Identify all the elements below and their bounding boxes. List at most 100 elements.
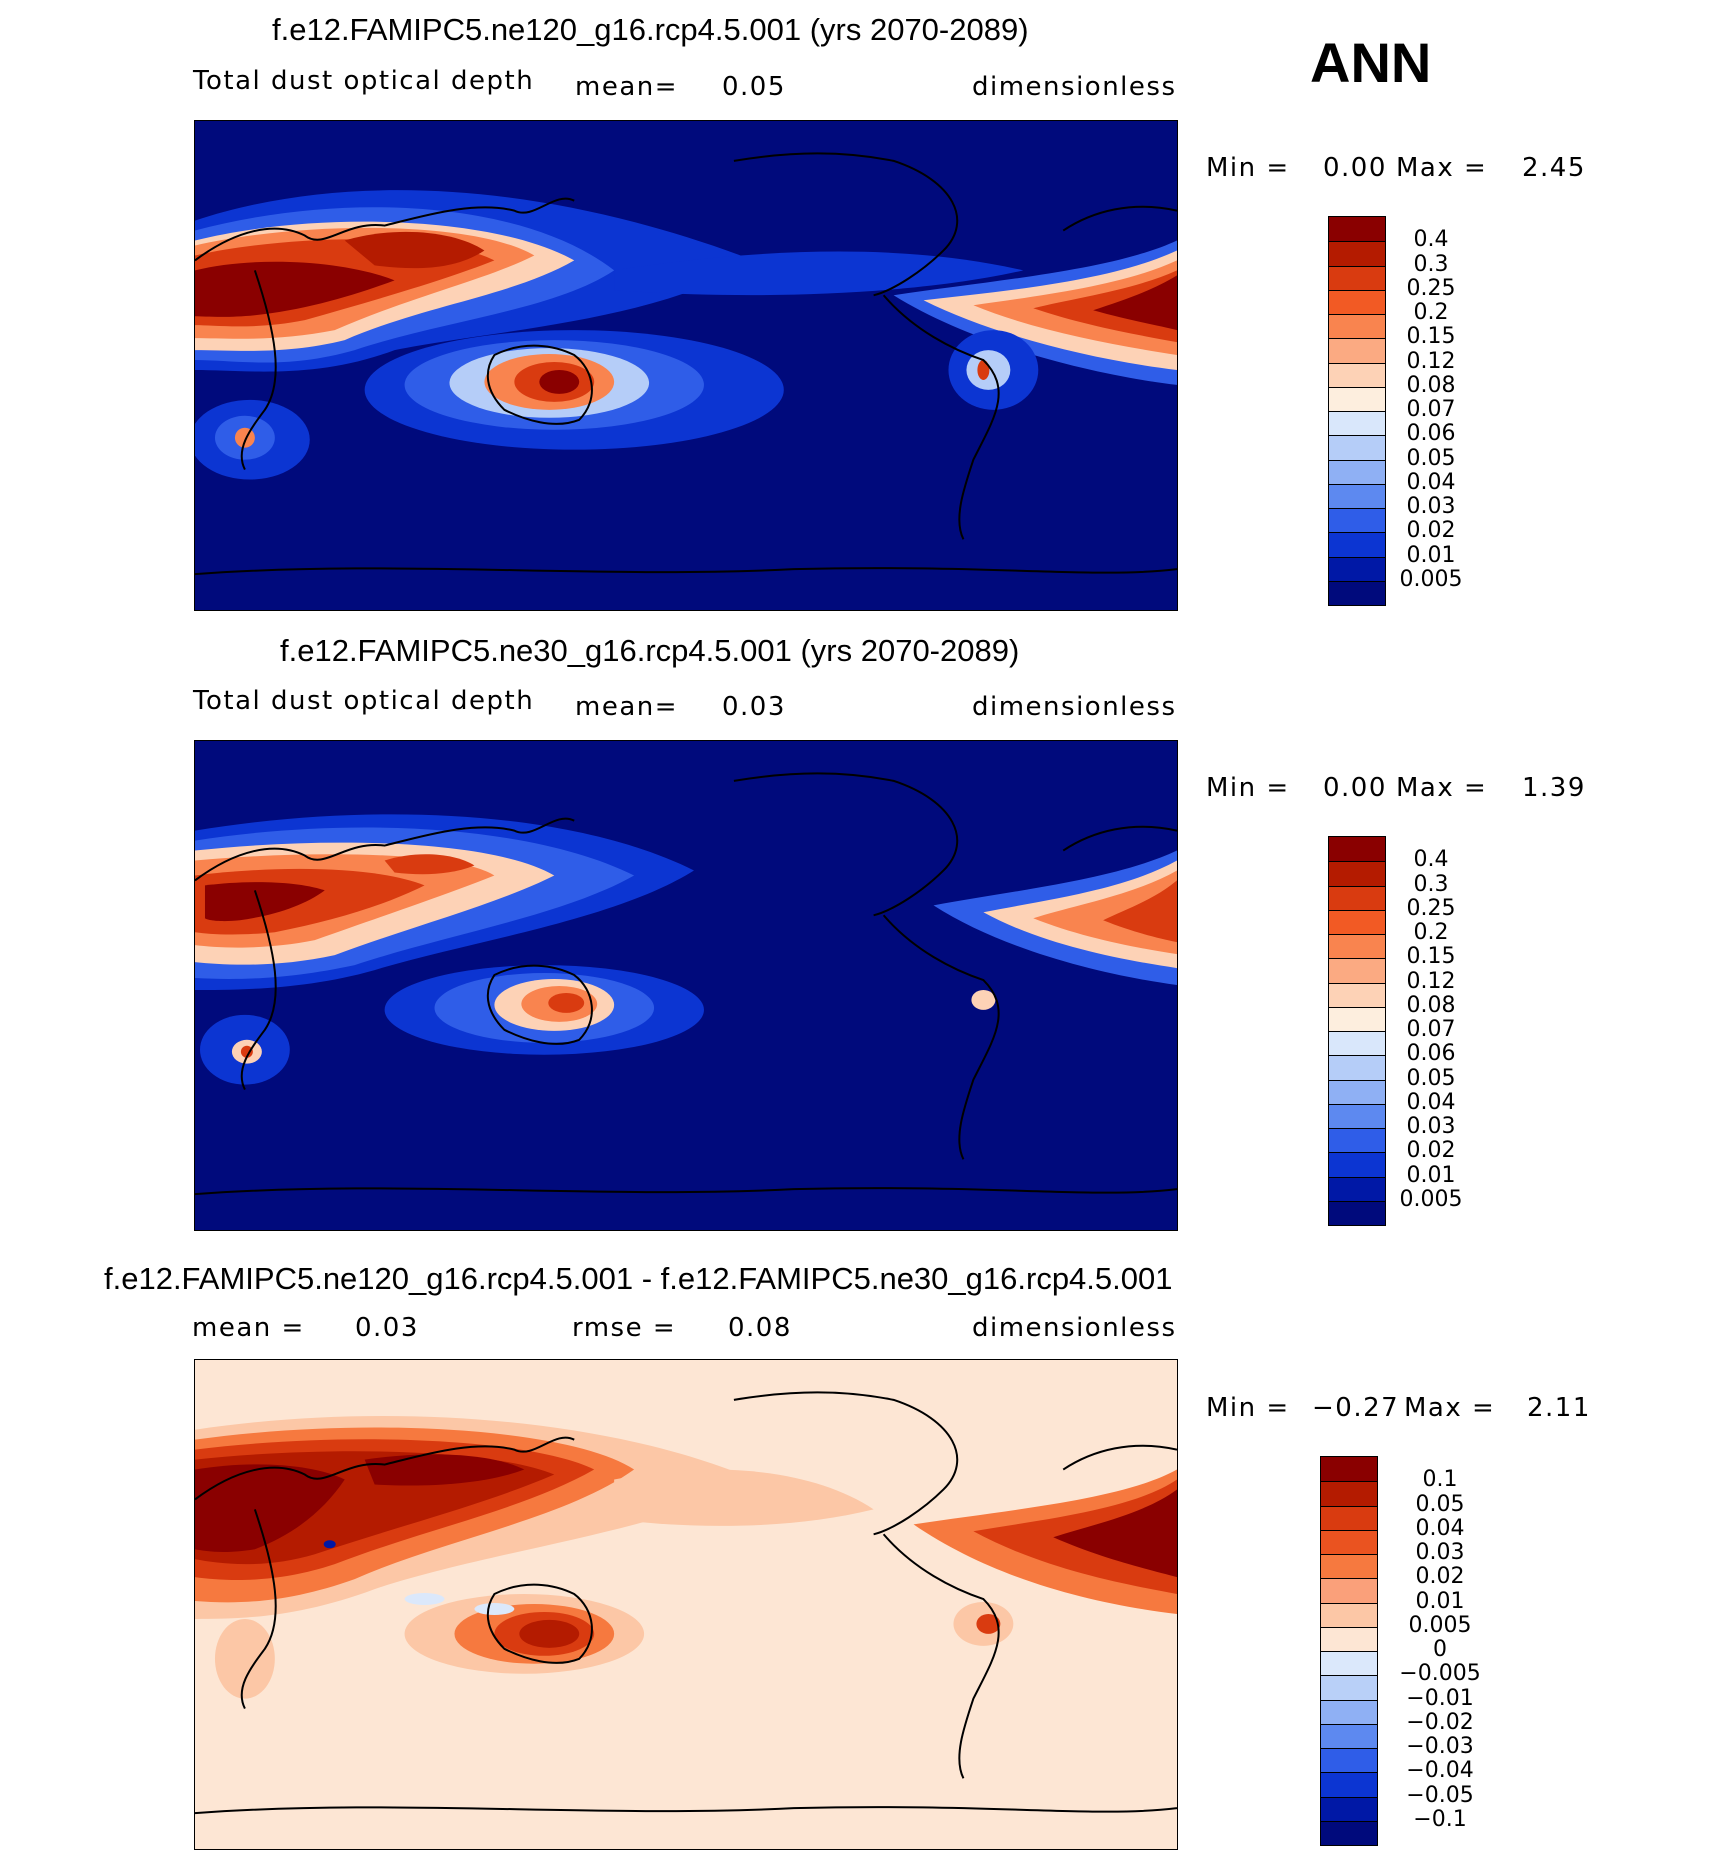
panel1-mean-value: 0.05 bbox=[722, 72, 786, 102]
panel2-colorbar-tick-label: 0.12 bbox=[1406, 968, 1456, 994]
panel3-colorbar-swatch bbox=[1321, 1481, 1377, 1506]
panel2-title: f.e12.FAMIPC5.ne30_g16.rcp4.5.001 (yrs 2… bbox=[280, 633, 1020, 668]
panel3-colorbar-tick-label: 0.04 bbox=[1415, 1515, 1465, 1541]
panel2-mean-label: mean= bbox=[575, 692, 679, 722]
panel1-colorbar-tick-label: 0.2 bbox=[1413, 300, 1449, 325]
panel2-colorbar-swatch bbox=[1329, 1152, 1385, 1177]
panel3-colorbar-swatch bbox=[1321, 1554, 1377, 1579]
panel3-colorbar-swatch bbox=[1321, 1820, 1377, 1845]
panel2-colorbar-swatch bbox=[1329, 1200, 1385, 1225]
panel1-units: dimensionless bbox=[972, 72, 1177, 102]
panel3-colorbar-labels: 0.1 0.05 0.04 0.03 0.02 0.01 0.005 0 −0.005 −0.01… bbox=[1395, 1456, 1495, 1844]
panel2-colorbar-tick-label: 0.07 bbox=[1406, 1017, 1456, 1042]
panel3-colorbar-tick-label: −0.1 bbox=[1413, 1806, 1467, 1832]
panel3-max-value: 2.11 bbox=[1527, 1393, 1591, 1423]
panel1-colorbar-swatch bbox=[1329, 580, 1385, 605]
panel3-colorbar-tick-label: −0.02 bbox=[1406, 1709, 1474, 1735]
panel2-colorbar-swatch bbox=[1329, 1031, 1385, 1056]
panel3-colorbar-swatch bbox=[1321, 1529, 1377, 1554]
panel3-colorbar-tick-label: 0 bbox=[1433, 1637, 1447, 1662]
panel1-max-label: Max = bbox=[1396, 153, 1488, 183]
panel1-colorbar-tick-label: 0.4 bbox=[1413, 227, 1449, 253]
panel3-map-svg bbox=[195, 1360, 1177, 1849]
panel1-colorbar-swatch bbox=[1329, 386, 1385, 411]
panel3-colorbar-tick-label: −0.005 bbox=[1399, 1661, 1481, 1687]
panel1-variable: Total dust optical depth bbox=[193, 66, 535, 96]
panel1-colorbar-tick-label: 0.25 bbox=[1406, 275, 1456, 301]
panel1-colorbar-labels: 0.4 0.3 0.25 0.2 0.15 0.12 0.08 0.07 0.06 0.05 0.0… bbox=[1386, 216, 1486, 604]
panel2-colorbar-tick-label: 0.005 bbox=[1399, 1186, 1463, 1212]
panel2-colorbar-tick-label: 0.3 bbox=[1413, 871, 1449, 897]
panel3-colorbar-tick-label: 0.03 bbox=[1415, 1540, 1465, 1565]
panel2-colorbar-swatch bbox=[1329, 1006, 1385, 1031]
panel3-colorbar-swatch bbox=[1321, 1675, 1377, 1700]
panel3-colorbar-swatch bbox=[1321, 1796, 1377, 1821]
panel1-title: f.e12.FAMIPC5.ne120_g16.rcp4.5.001 (yrs … bbox=[272, 12, 1029, 47]
panel1-min-value: 0.00 bbox=[1323, 153, 1387, 183]
panel1-colorbar-tick-label: 0.02 bbox=[1406, 518, 1456, 544]
panel3-colorbar-tick-label: 0.1 bbox=[1422, 1467, 1458, 1493]
panel3-rmse-value: 0.08 bbox=[728, 1313, 792, 1343]
panel2-colorbar-tick-label: 0.05 bbox=[1406, 1065, 1456, 1091]
panel1-colorbar-tick-label: 0.03 bbox=[1406, 494, 1456, 519]
panel3-colorbar-tick-label: 0.02 bbox=[1415, 1564, 1465, 1590]
panel1-colorbar-swatch bbox=[1329, 241, 1385, 266]
panel3-min-label: Min = bbox=[1206, 1393, 1290, 1423]
panel2-colorbar-swatch bbox=[1329, 958, 1385, 983]
panel2-colorbar-swatch bbox=[1329, 1128, 1385, 1153]
panel1-colorbar-tick-label: 0.15 bbox=[1406, 324, 1456, 350]
panel1-colorbar-tick-label: 0.08 bbox=[1406, 372, 1456, 398]
panel2-colorbar-tick-label: 0.04 bbox=[1406, 1089, 1456, 1115]
panel2-colorbar-swatch bbox=[1329, 982, 1385, 1007]
panel3-colorbar-swatch bbox=[1321, 1626, 1377, 1651]
panel2-colorbar-tick-label: 0.03 bbox=[1406, 1114, 1456, 1139]
panel1-colorbar-swatch bbox=[1329, 532, 1385, 557]
panel3-max-label: Max = bbox=[1404, 1393, 1496, 1423]
panel2-colorbar-tick-label: 0.08 bbox=[1406, 992, 1456, 1018]
panel3-colorbar-swatch bbox=[1321, 1578, 1377, 1603]
panel3-mean-value: 0.03 bbox=[355, 1313, 419, 1343]
panel3-colorbar-swatch bbox=[1321, 1699, 1377, 1724]
panel2-colorbar-labels: 0.4 0.3 0.25 0.2 0.15 0.12 0.08 0.07 0.06 0.05 0.0… bbox=[1386, 836, 1486, 1224]
panel2-colorbar bbox=[1328, 836, 1386, 1226]
panel3-colorbar-tick-label: 0.01 bbox=[1415, 1588, 1465, 1614]
panel3-units: dimensionless bbox=[972, 1313, 1177, 1343]
panel2-colorbar-tick-label: 0.02 bbox=[1406, 1138, 1456, 1164]
panel3-rmse-label: rmse = bbox=[572, 1313, 677, 1343]
panel2-colorbar-swatch bbox=[1329, 861, 1385, 886]
panel2-colorbar-swatch bbox=[1329, 837, 1385, 862]
panel1-colorbar-swatch bbox=[1329, 362, 1385, 387]
panel3-colorbar-swatch bbox=[1321, 1723, 1377, 1748]
panel1-colorbar-swatch bbox=[1329, 314, 1385, 339]
panel1-colorbar-tick-label: 0.06 bbox=[1406, 421, 1456, 447]
panel1-colorbar-swatch bbox=[1329, 411, 1385, 436]
panel2-colorbar-tick-label: 0.25 bbox=[1406, 895, 1456, 921]
panel1-colorbar-tick-label: 0.12 bbox=[1406, 348, 1456, 374]
panel2-colorbar-swatch bbox=[1329, 1103, 1385, 1128]
panel2-colorbar-swatch bbox=[1329, 934, 1385, 959]
panel1-colorbar bbox=[1328, 216, 1386, 606]
panel2-mean-value: 0.03 bbox=[722, 692, 786, 722]
panel1-colorbar-tick-label: 0.3 bbox=[1413, 251, 1449, 277]
panel3-colorbar-tick-label: −0.01 bbox=[1406, 1685, 1474, 1711]
panel1-mean-label: mean= bbox=[575, 72, 679, 102]
panel2-map bbox=[194, 740, 1178, 1231]
panel3-map bbox=[194, 1359, 1178, 1850]
panel3-colorbar-tick-label: −0.03 bbox=[1406, 1734, 1474, 1759]
panel2-variable: Total dust optical depth bbox=[193, 686, 535, 716]
panel3-colorbar-tick-label: 0.005 bbox=[1408, 1612, 1472, 1638]
panel2-colorbar-tick-label: 0.15 bbox=[1406, 944, 1456, 970]
panel2-colorbar-swatch bbox=[1329, 1176, 1385, 1201]
panel3-colorbar-swatch bbox=[1321, 1772, 1377, 1797]
panel1-colorbar-tick-label: 0.01 bbox=[1406, 542, 1456, 568]
panel2-colorbar-swatch bbox=[1329, 1079, 1385, 1104]
panel1-colorbar-swatch bbox=[1329, 459, 1385, 484]
season-label: ANN bbox=[1310, 31, 1432, 94]
panel2-colorbar-swatch bbox=[1329, 1055, 1385, 1080]
panel3-min-value: −0.27 bbox=[1312, 1393, 1400, 1423]
panel2-min-value: 0.00 bbox=[1323, 773, 1387, 803]
panel1-colorbar-swatch bbox=[1329, 289, 1385, 314]
panel2-colorbar-swatch bbox=[1329, 885, 1385, 910]
panel1-min-label: Min = bbox=[1206, 153, 1290, 183]
